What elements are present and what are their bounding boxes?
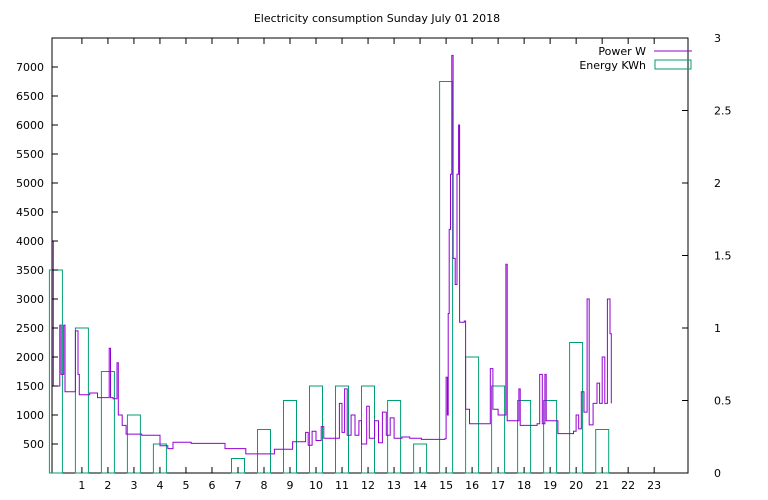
axes-layer: 1 2 3 4 5 6 7 8 9 10 11 12 13 14 15 16 17 18 19 20 21 22 23500… (16, 32, 732, 492)
energy-bar (74, 327, 89, 474)
y-tick-label: 7000 (16, 61, 44, 74)
energy-bar (491, 385, 506, 474)
power-line (52, 54, 612, 455)
energy-bar (361, 385, 375, 474)
y2-tick-label: 1.5 (714, 250, 732, 263)
power-line-layer (52, 54, 612, 455)
y-tick-label: 5000 (16, 177, 44, 190)
y2-tick-label: 0.5 (714, 395, 732, 408)
y-tick-label: 4000 (16, 235, 44, 248)
x-tick-label: 23 (647, 479, 661, 492)
x-tick-label: 6 (208, 479, 215, 492)
x-tick-label: 12 (361, 479, 375, 492)
x-tick-label: 20 (569, 479, 583, 492)
x-tick-label: 14 (413, 479, 427, 492)
x-tick-label: 1 (78, 479, 85, 492)
chart-title: Electricity consumption Sunday July 01 2… (254, 12, 500, 25)
energy-bars-layer (48, 81, 610, 474)
x-tick-label: 2 (104, 479, 111, 492)
y2-tick-label: 2.5 (714, 105, 732, 118)
y-tick-label: 2500 (16, 322, 44, 335)
x-tick-label: 8 (261, 479, 268, 492)
x-tick-label: 11 (335, 479, 349, 492)
y-tick-label: 1500 (16, 380, 44, 393)
x-tick-label: 16 (465, 479, 479, 492)
energy-bar (100, 371, 115, 474)
y2-tick-label: 1 (714, 322, 721, 335)
energy-bar (465, 356, 480, 474)
x-tick-label: 21 (595, 479, 609, 492)
energy-bar (595, 429, 610, 474)
legend-energy-label: Energy KWh (579, 59, 646, 72)
y-tick-label: 4500 (16, 206, 44, 219)
y-tick-label: 3000 (16, 293, 44, 306)
energy-bar (257, 429, 271, 474)
x-tick-label: 3 (130, 479, 137, 492)
energy-bar (569, 342, 584, 474)
energy-bar (309, 385, 323, 474)
y-tick-label: 1000 (16, 409, 44, 422)
energy-bar (543, 400, 558, 474)
x-tick-label: 10 (309, 479, 323, 492)
y2-tick-label: 3 (714, 32, 721, 45)
x-tick-label: 17 (491, 479, 505, 492)
y2-tick-label: 2 (714, 177, 721, 190)
x-tick-label: 18 (517, 479, 531, 492)
x-tick-label: 19 (543, 479, 557, 492)
x-tick-label: 13 (387, 479, 401, 492)
y-tick-label: 2000 (16, 351, 44, 364)
legend-power-label: Power W (598, 45, 646, 58)
legend: Power W Energy KWh (579, 45, 692, 72)
x-tick-label: 15 (439, 479, 453, 492)
y-tick-label: 6000 (16, 119, 44, 132)
x-tick-label: 5 (182, 479, 189, 492)
energy-bar (126, 414, 141, 474)
y-tick-label: 6500 (16, 90, 44, 103)
energy-bar (48, 269, 63, 474)
x-tick-label: 22 (621, 479, 635, 492)
x-tick-label: 9 (287, 479, 294, 492)
y2-tick-label: 0 (714, 467, 721, 480)
y-tick-label: 500 (23, 438, 44, 451)
y-tick-label: 5500 (16, 148, 44, 161)
x-tick-label: 4 (156, 479, 163, 492)
energy-bar (517, 400, 532, 474)
energy-bar (283, 400, 297, 474)
y-tick-label: 3500 (16, 264, 44, 277)
x-tick-label: 7 (234, 479, 241, 492)
legend-energy-swatch (654, 59, 692, 70)
